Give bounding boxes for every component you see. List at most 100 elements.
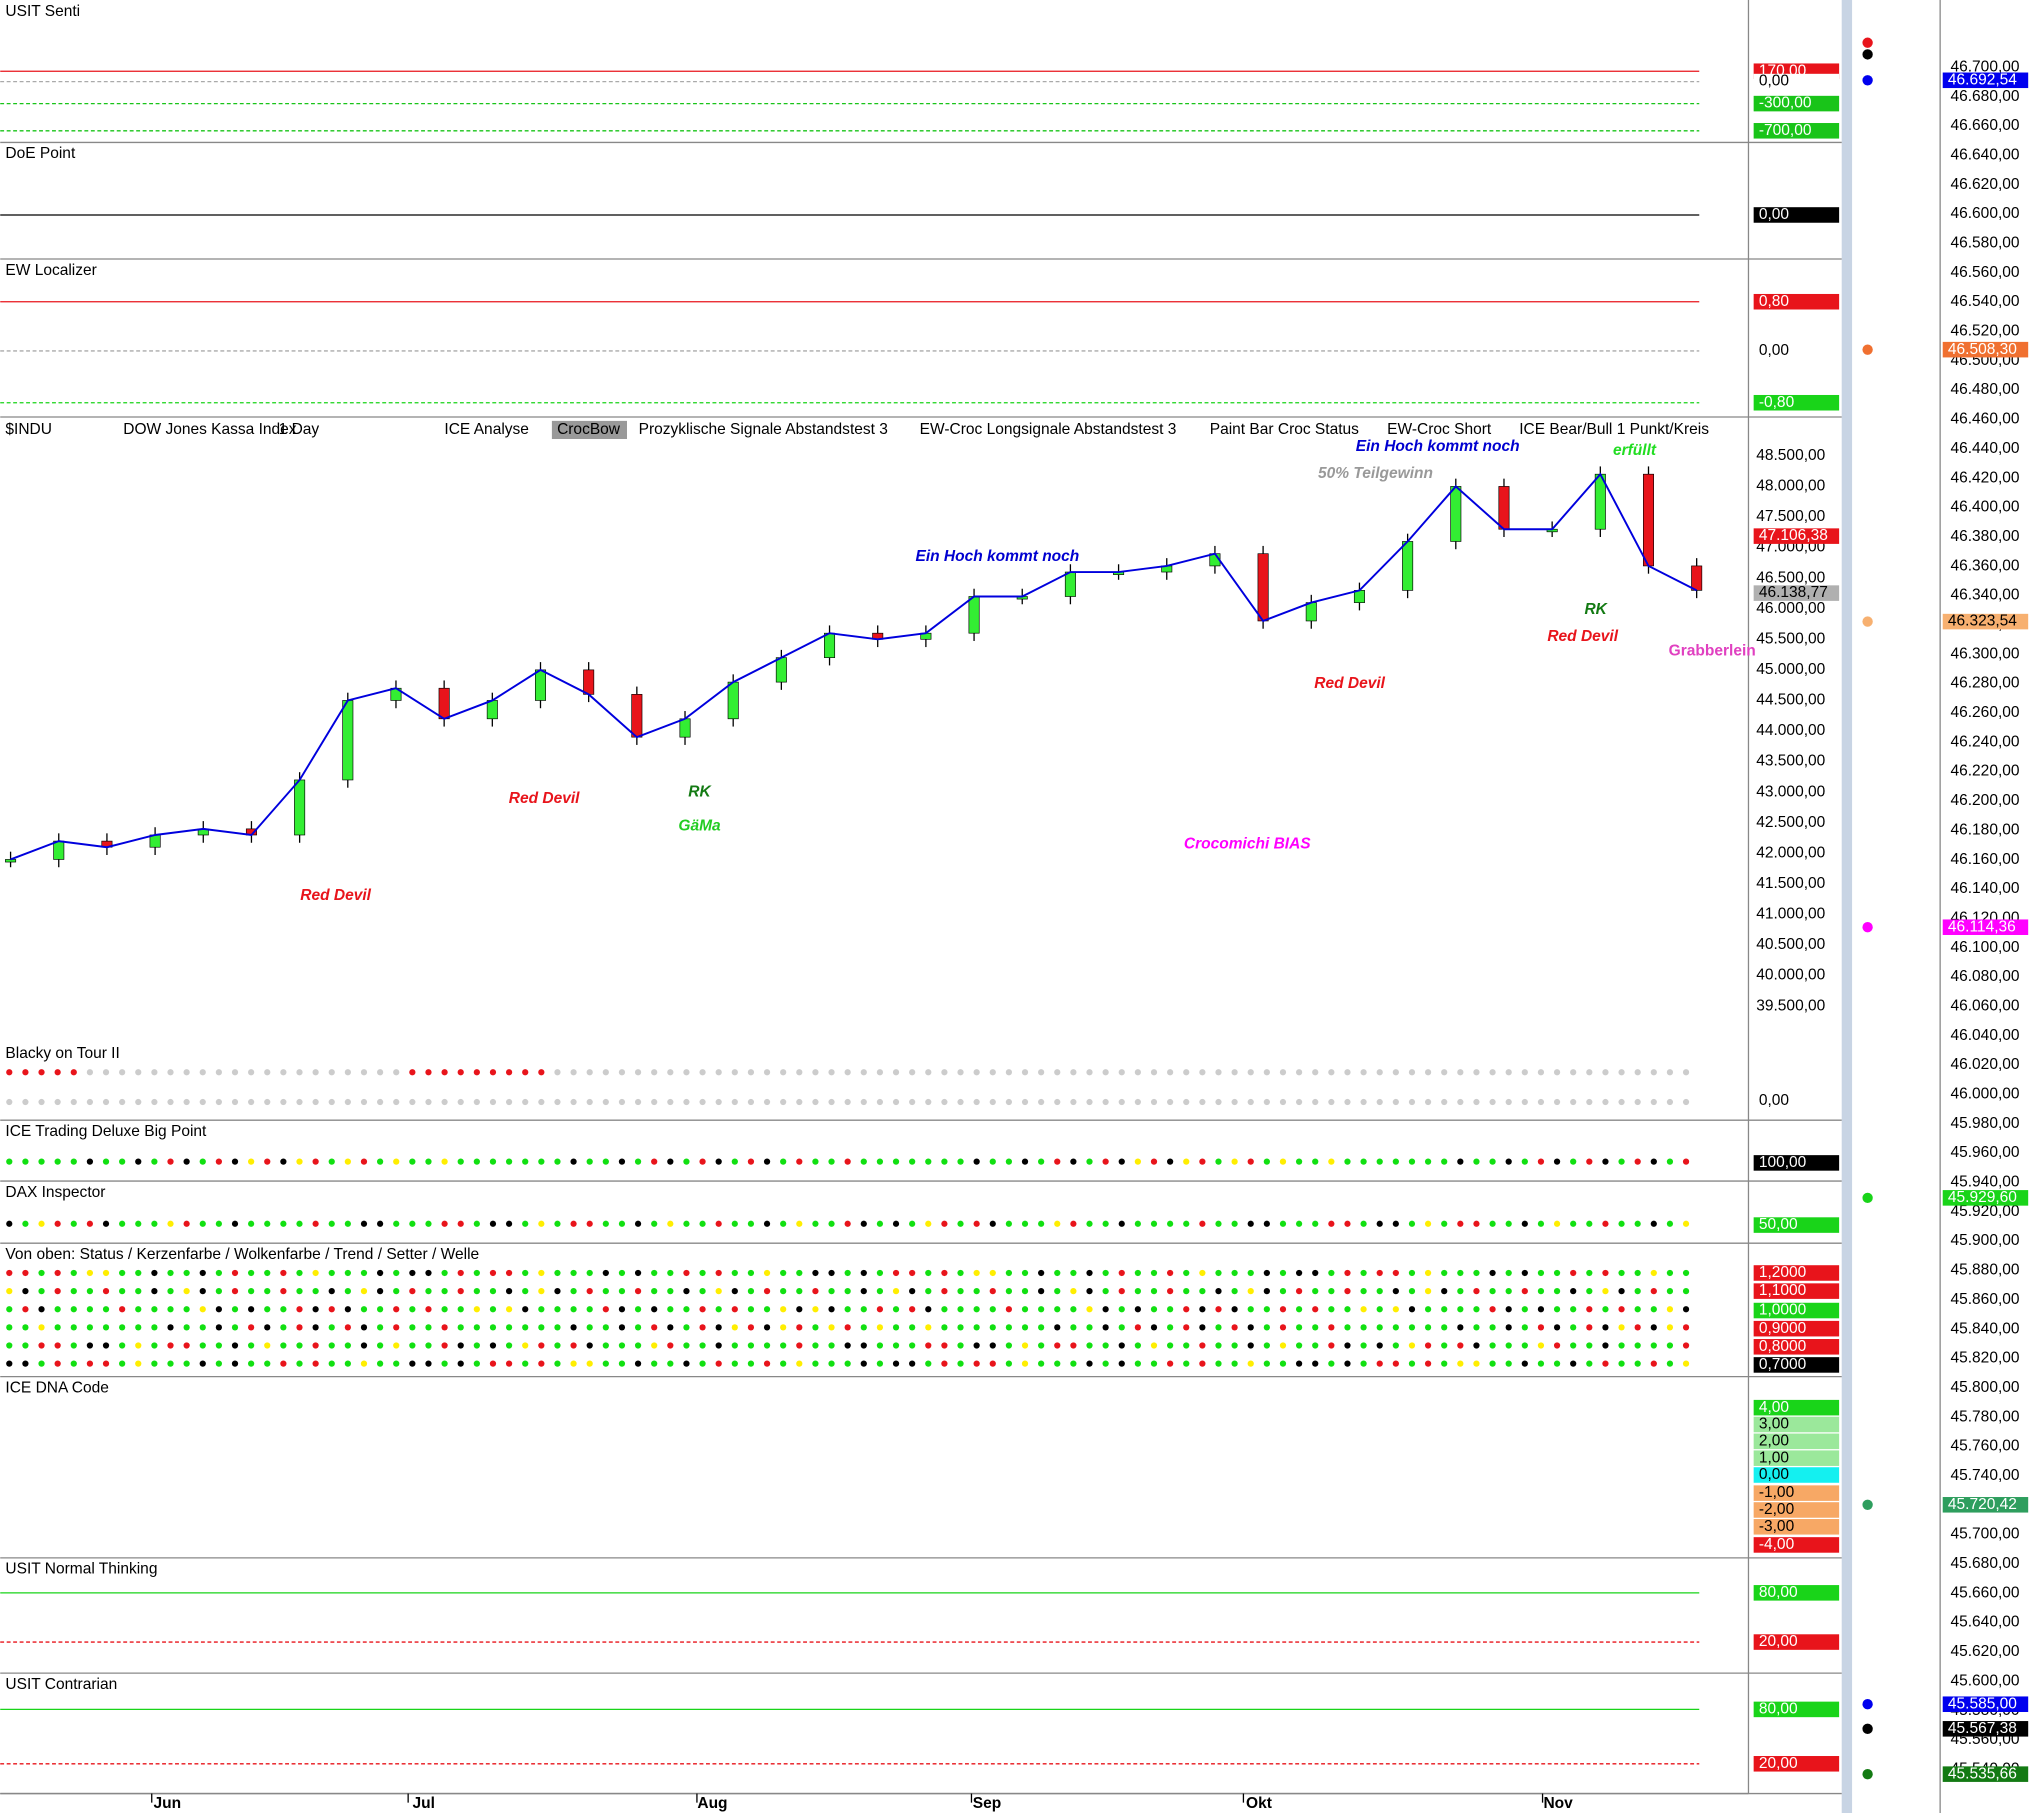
signal-dot xyxy=(1183,1069,1190,1076)
signal-dot xyxy=(1021,1324,1029,1331)
signal-dot xyxy=(1441,1324,1448,1331)
toolbar-item[interactable]: CrocBow xyxy=(557,421,621,438)
signal-dot xyxy=(1247,1098,1254,1106)
signal-dot xyxy=(1070,1342,1077,1349)
signal-dot xyxy=(860,1220,867,1227)
signal-dot xyxy=(973,1269,980,1277)
signal-dot xyxy=(634,1220,642,1227)
value-tag xyxy=(1942,72,2029,89)
value-tag-label: 1,2000 xyxy=(1759,1264,1807,1281)
signal-dot xyxy=(941,1158,948,1165)
signal-dot xyxy=(264,1220,271,1227)
signal-dot xyxy=(618,1360,626,1367)
signal-dot xyxy=(409,1220,416,1227)
signal-dot xyxy=(667,1269,674,1277)
signal-dot xyxy=(6,1342,13,1349)
value-tag xyxy=(1753,1467,1840,1483)
annotation: Ein Hoch kommt noch xyxy=(915,548,1079,565)
toolbar-item[interactable]: EW-Croc Longsignale Abstandstest 3 xyxy=(920,421,1177,438)
signal-dot xyxy=(1021,1269,1029,1277)
signal-dot xyxy=(199,1306,206,1313)
signal-dot xyxy=(1618,1360,1625,1367)
signal-dot xyxy=(1183,1342,1190,1349)
signal-dot xyxy=(1086,1220,1093,1227)
marker-dot xyxy=(1862,344,1873,355)
signal-dot xyxy=(1263,1306,1270,1313)
signal-dot xyxy=(1441,1098,1448,1106)
annotation: Red Devil xyxy=(509,790,580,807)
signal-dot xyxy=(554,1098,561,1106)
toolbar-item[interactable]: $INDU xyxy=(5,421,52,438)
signal-dot xyxy=(1295,1158,1303,1165)
signal-dot xyxy=(151,1220,158,1227)
signal-dot xyxy=(54,1306,61,1313)
signal-dot xyxy=(1118,1069,1125,1076)
signal-dot xyxy=(1634,1324,1641,1331)
signal-dot xyxy=(135,1069,142,1076)
annotation: RK xyxy=(1584,601,1608,618)
signal-dot xyxy=(780,1220,787,1227)
signal-dot xyxy=(1392,1220,1399,1227)
signal-dot xyxy=(102,1288,110,1295)
toolbar-item[interactable]: ICE Analyse xyxy=(444,421,529,438)
signal-dot xyxy=(1650,1220,1657,1227)
signal-dot xyxy=(1328,1069,1335,1076)
signal-dot xyxy=(538,1306,545,1313)
signal-dot xyxy=(248,1158,255,1165)
value-tag-label: 46.692,54 xyxy=(1948,71,2017,88)
signal-dot xyxy=(941,1220,948,1227)
signal-dot xyxy=(1570,1288,1577,1295)
signal-dot xyxy=(1441,1342,1448,1349)
signal-dot xyxy=(86,1098,94,1106)
signal-dot xyxy=(1183,1288,1190,1295)
signal-dot xyxy=(183,1098,190,1106)
toolbar-item[interactable]: EW-Croc Short xyxy=(1387,421,1492,438)
signal-dot xyxy=(570,1098,577,1106)
signal-dot xyxy=(1215,1158,1222,1165)
toolbar-item[interactable]: Prozyklische Signale Abstandstest 3 xyxy=(639,421,888,438)
toolbar-toggle[interactable] xyxy=(551,420,627,440)
signal-dot xyxy=(957,1269,964,1277)
signal-dot xyxy=(1021,1098,1029,1106)
signal-dot xyxy=(1279,1098,1287,1106)
signal-dot xyxy=(1505,1158,1512,1165)
signal-dot xyxy=(1570,1069,1577,1076)
signal-dot xyxy=(441,1220,448,1227)
signal-dot xyxy=(683,1360,690,1367)
signal-dot xyxy=(1054,1158,1061,1165)
signal-dot xyxy=(1263,1324,1270,1331)
signal-dot xyxy=(1650,1269,1657,1277)
signal-dot xyxy=(38,1342,45,1349)
annotation: RK xyxy=(688,784,712,801)
signal-dot xyxy=(1005,1288,1013,1295)
signal-dot xyxy=(844,1324,851,1331)
signal-dot xyxy=(344,1306,351,1313)
signal-dot xyxy=(473,1360,480,1367)
signal-dot xyxy=(522,1342,529,1349)
toolbar-item[interactable]: Paint Bar Croc Status xyxy=(1210,421,1359,438)
signal-dot xyxy=(1408,1269,1416,1277)
signal-dot xyxy=(1473,1158,1480,1165)
signal-dot xyxy=(844,1069,851,1076)
signal-dot xyxy=(409,1342,416,1349)
toolbar-item[interactable]: DOW Jones Kassa Index xyxy=(123,421,297,438)
toolbar-item[interactable]: ICE Bear/Bull 1 Punkt/Kreis xyxy=(1519,421,1709,438)
signal-dot xyxy=(1054,1324,1061,1331)
signal-dot xyxy=(1521,1220,1528,1227)
signal-dot xyxy=(328,1269,335,1277)
signal-dot xyxy=(1650,1306,1657,1313)
signal-dot xyxy=(1247,1069,1254,1076)
signal-dot xyxy=(425,1342,432,1349)
signal-dot xyxy=(151,1288,158,1295)
signal-dot xyxy=(1231,1098,1238,1106)
signal-dot xyxy=(731,1360,738,1367)
signal-dot xyxy=(1441,1288,1448,1295)
signal-dot xyxy=(667,1288,674,1295)
signal-dot xyxy=(1360,1098,1367,1106)
signal-dot xyxy=(1263,1342,1270,1349)
toolbar-item[interactable]: 1 Day xyxy=(279,421,320,438)
signal-dot xyxy=(344,1220,351,1227)
signal-dot xyxy=(1537,1360,1545,1367)
candle xyxy=(727,681,739,720)
signal-dot xyxy=(248,1069,255,1076)
